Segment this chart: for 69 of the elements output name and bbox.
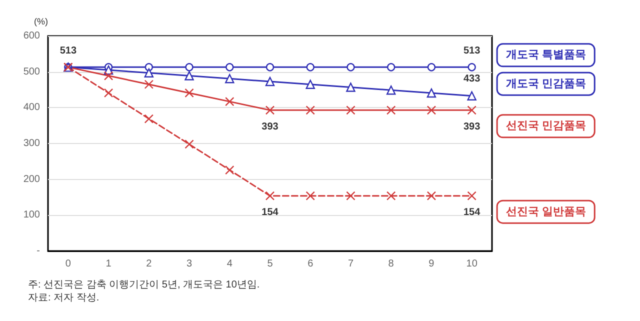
y-tick-label: 600 — [23, 30, 40, 42]
point — [386, 191, 396, 200]
point — [387, 63, 396, 72]
point — [225, 96, 234, 106]
y-tick-label: 400 — [23, 102, 40, 114]
point — [468, 63, 476, 72]
point — [265, 106, 275, 115]
point — [426, 191, 436, 200]
point — [426, 88, 436, 98]
point — [225, 74, 234, 84]
point — [266, 63, 274, 72]
y-tick-label: 300 — [23, 138, 40, 149]
point — [144, 68, 154, 78]
point — [306, 80, 315, 89]
data-label: 513 — [463, 46, 481, 57]
y-tick-label: - — [36, 246, 40, 256]
x-tick-label: 4 — [226, 258, 233, 270]
point — [427, 63, 436, 72]
point — [346, 191, 356, 200]
point — [226, 63, 234, 72]
data-label: 393 — [463, 121, 481, 132]
point — [184, 88, 194, 98]
x-tick-label: 10 — [466, 258, 478, 270]
x-tick-label: 3 — [186, 258, 192, 270]
data-label: 154 — [262, 206, 279, 218]
data-label: 393 — [262, 121, 279, 132]
point — [467, 191, 476, 200]
point — [426, 106, 436, 115]
point — [306, 191, 315, 200]
point — [185, 63, 194, 72]
text: 주: 선진국은 감축 이행기간이 5년, 개도국은 10년임. — [28, 280, 260, 290]
text: 자료: 저자 작성. — [28, 292, 100, 304]
point — [386, 106, 396, 115]
point — [346, 63, 355, 72]
point — [144, 80, 154, 89]
y-tick-label: 100 — [23, 210, 40, 221]
text: 선진국 일반품목 — [506, 206, 586, 218]
x-tick-label: 2 — [146, 258, 152, 270]
point — [346, 82, 356, 92]
point — [104, 71, 114, 80]
y-axis-title: (%) — [34, 16, 48, 26]
point — [265, 191, 275, 200]
y-tick-label: 500 — [23, 66, 40, 78]
point — [467, 91, 476, 100]
x-tick-label: 9 — [428, 258, 435, 270]
x-tick-label: 6 — [308, 258, 314, 270]
text: 개도국 민감품목 — [506, 78, 586, 90]
point — [306, 63, 314, 72]
data-label: 433 — [463, 74, 481, 85]
point — [346, 106, 356, 115]
point — [306, 106, 315, 115]
x-tick-label: 8 — [388, 258, 394, 270]
x-tick-label: 1 — [106, 258, 112, 270]
point — [225, 165, 234, 175]
point — [184, 71, 194, 80]
point — [184, 140, 194, 149]
text: 선진국 민감품목 — [506, 120, 586, 132]
point — [467, 106, 476, 115]
text: 개도국 특별품목 — [506, 49, 586, 62]
point — [386, 86, 396, 95]
data-label: 154 — [463, 206, 481, 218]
x-tick-label: 7 — [348, 258, 354, 270]
y-tick-label: 200 — [23, 174, 40, 185]
x-tick-label: 5 — [267, 258, 274, 270]
x-tick-label: 0 — [65, 258, 72, 270]
data-label: 513 — [60, 46, 77, 57]
point — [104, 88, 114, 98]
point — [265, 76, 275, 86]
point — [144, 114, 154, 124]
